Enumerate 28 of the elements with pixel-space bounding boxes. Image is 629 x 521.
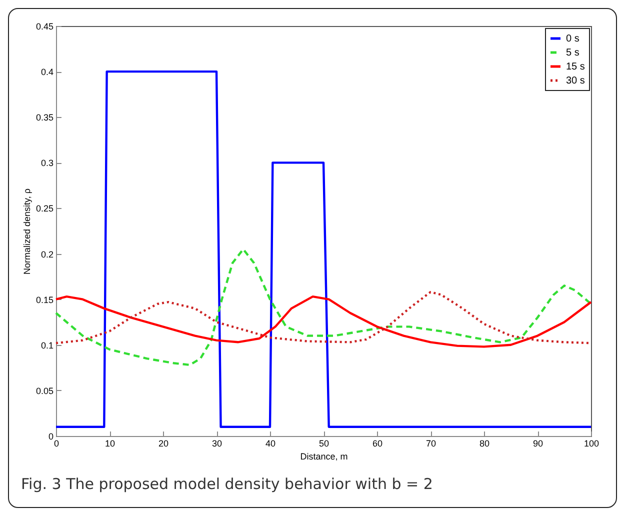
x-tick-label: 90 xyxy=(532,438,544,448)
legend-label: 30 s xyxy=(566,76,585,86)
x-tick-label: 70 xyxy=(426,438,436,448)
x-tick-label: 30 xyxy=(212,438,222,448)
line-series xyxy=(54,248,592,366)
legend-label: 5 s xyxy=(566,48,580,58)
y-tick-label: 0.05 xyxy=(36,386,54,396)
y-tick-label: 0 xyxy=(48,432,54,442)
y-tick-label: 0.15 xyxy=(36,294,54,305)
x-tick-label: 60 xyxy=(372,438,383,448)
y-tick-label: 0.3 xyxy=(40,158,54,168)
x-tick-label: 20 xyxy=(158,438,169,448)
y-tick-label: 0.35 xyxy=(36,112,54,123)
legend-label: 15 s xyxy=(566,62,585,72)
y-tick-label: 0.25 xyxy=(36,204,54,214)
legend-label: 0 s xyxy=(566,34,580,44)
y-axis-title: Normalized density, ρ xyxy=(22,188,32,274)
caption: Fig. 3 The proposed model density behavior with b = 2 xyxy=(21,475,433,493)
x-tick-label: 80 xyxy=(479,438,490,448)
x-axis-title: Distance, m xyxy=(300,452,348,462)
y-tick-label: 0.2 xyxy=(40,249,54,260)
x-tick-label: 40 xyxy=(265,438,276,448)
y-tick-label: 0.45 xyxy=(36,22,54,32)
y-tick-label: 0.1 xyxy=(40,340,54,350)
x-tick-label: 100 xyxy=(584,438,600,448)
x-tick-label: 10 xyxy=(104,438,116,448)
x-tick-label: 50 xyxy=(318,438,330,448)
y-tick-label: 0.4 xyxy=(40,67,54,78)
